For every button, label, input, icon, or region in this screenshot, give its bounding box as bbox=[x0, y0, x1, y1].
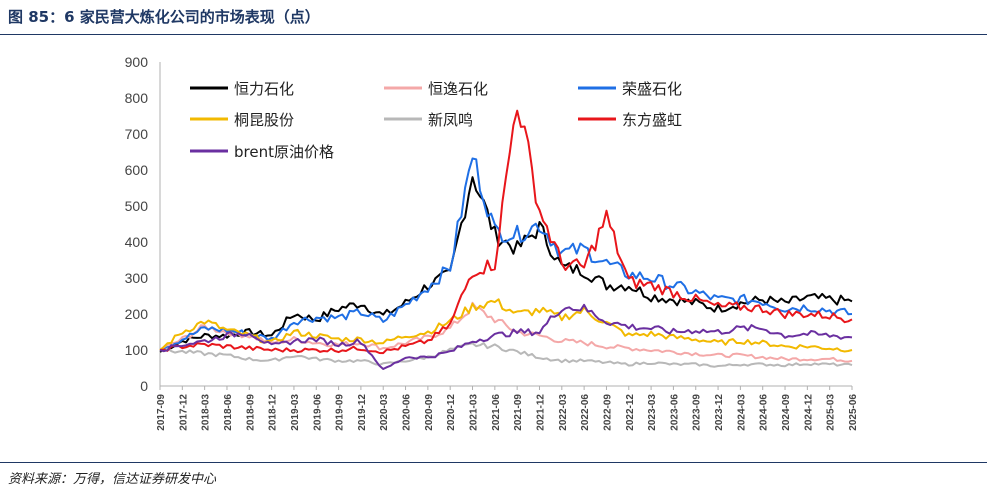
x-tick-label: 2024-09 bbox=[781, 394, 792, 431]
legend-label: 恒逸石化 bbox=[428, 80, 488, 98]
x-tick-label: 2019-06 bbox=[312, 394, 323, 431]
legend-label: 新凤鸣 bbox=[428, 111, 473, 129]
x-tick-label: 2024-12 bbox=[803, 394, 814, 431]
y-tick-label: 800 bbox=[125, 90, 149, 106]
x-tick-label: 2021-06 bbox=[491, 394, 502, 431]
x-tick-label: 2025-03 bbox=[826, 394, 837, 431]
x-tick-label: 2021-09 bbox=[513, 394, 524, 431]
legend-label: 东方盛虹 bbox=[622, 111, 682, 129]
x-tick-label: 2023-06 bbox=[669, 394, 680, 431]
y-tick-label: 500 bbox=[125, 198, 149, 214]
x-tick-label: 2021-03 bbox=[469, 394, 480, 431]
x-tick-label: 2023-03 bbox=[647, 394, 658, 431]
x-tick-label: 2022-06 bbox=[580, 394, 591, 431]
y-tick-label: 300 bbox=[125, 270, 149, 286]
x-tick-label: 2020-09 bbox=[424, 394, 435, 431]
legend-label: 桐昆股份 bbox=[234, 111, 294, 129]
y-tick-label: 900 bbox=[125, 54, 149, 70]
source-note: 资料来源：万得，信达证券研发中心 bbox=[8, 472, 217, 487]
series-line-brent bbox=[159, 303, 853, 370]
y-tick-label: 200 bbox=[125, 306, 149, 322]
y-tick-label: 700 bbox=[125, 126, 149, 142]
x-tick-label: 2018-06 bbox=[223, 394, 234, 431]
legend-label: 恒力石化 bbox=[234, 80, 294, 98]
series-line-heng-li bbox=[159, 176, 853, 353]
y-tick-label: 100 bbox=[125, 342, 149, 358]
y-tick-labels: 900 800 700 600 500 400 300 200 100 0 bbox=[125, 54, 149, 394]
chart-axes bbox=[159, 62, 852, 387]
x-tick-label: 2023-12 bbox=[714, 394, 725, 431]
source-rule bbox=[0, 462, 987, 463]
x-tick-label: 2018-12 bbox=[268, 394, 279, 431]
series-line-rong-sheng bbox=[159, 157, 853, 351]
x-tick-label: 2020-06 bbox=[402, 394, 413, 431]
series-line-xin-feng-ming bbox=[159, 342, 853, 368]
title-rule bbox=[0, 34, 987, 35]
x-tick-label: 2020-03 bbox=[379, 394, 390, 431]
x-tick-label: 2024-03 bbox=[736, 394, 747, 431]
x-tick-label: 2024-06 bbox=[759, 394, 770, 431]
x-tick-label: 2022-03 bbox=[558, 394, 569, 431]
x-tick-label: 2023-09 bbox=[692, 394, 703, 431]
series-lines bbox=[159, 109, 853, 370]
x-tick-labels: 2017-09 2017-12 2018-03 2018-06 2018-09 2018-… bbox=[156, 386, 859, 431]
x-tick-label: 2017-09 bbox=[156, 394, 167, 431]
x-tick-label: 2025-06 bbox=[848, 394, 859, 431]
figure-title: 图 85：6 家民营大炼化公司的市场表现（点） bbox=[8, 8, 320, 26]
x-tick-label: 2020-12 bbox=[446, 394, 457, 431]
series-line-heng-yi bbox=[159, 301, 853, 363]
y-tick-label: 0 bbox=[140, 378, 148, 394]
series-line-tong-kun bbox=[159, 298, 853, 353]
legend-label: 荣盛石化 bbox=[622, 80, 682, 98]
y-tick-label: 600 bbox=[125, 162, 149, 178]
x-tick-label: 2019-03 bbox=[290, 394, 301, 431]
x-tick-label: 2021-12 bbox=[535, 394, 546, 431]
x-tick-label: 2022-09 bbox=[602, 394, 613, 431]
series-line-dong-fang-sheng-hong bbox=[159, 109, 853, 355]
legend-label: brent原油价格 bbox=[234, 143, 334, 161]
x-tick-label: 2018-03 bbox=[201, 394, 212, 431]
x-tick-label: 2022-12 bbox=[625, 394, 636, 431]
x-tick-label: 2017-12 bbox=[178, 394, 189, 431]
x-tick-label: 2019-12 bbox=[357, 394, 368, 431]
x-tick-label: 2018-09 bbox=[245, 394, 256, 431]
x-tick-label: 2019-09 bbox=[335, 394, 346, 431]
y-tick-label: 400 bbox=[125, 234, 149, 250]
